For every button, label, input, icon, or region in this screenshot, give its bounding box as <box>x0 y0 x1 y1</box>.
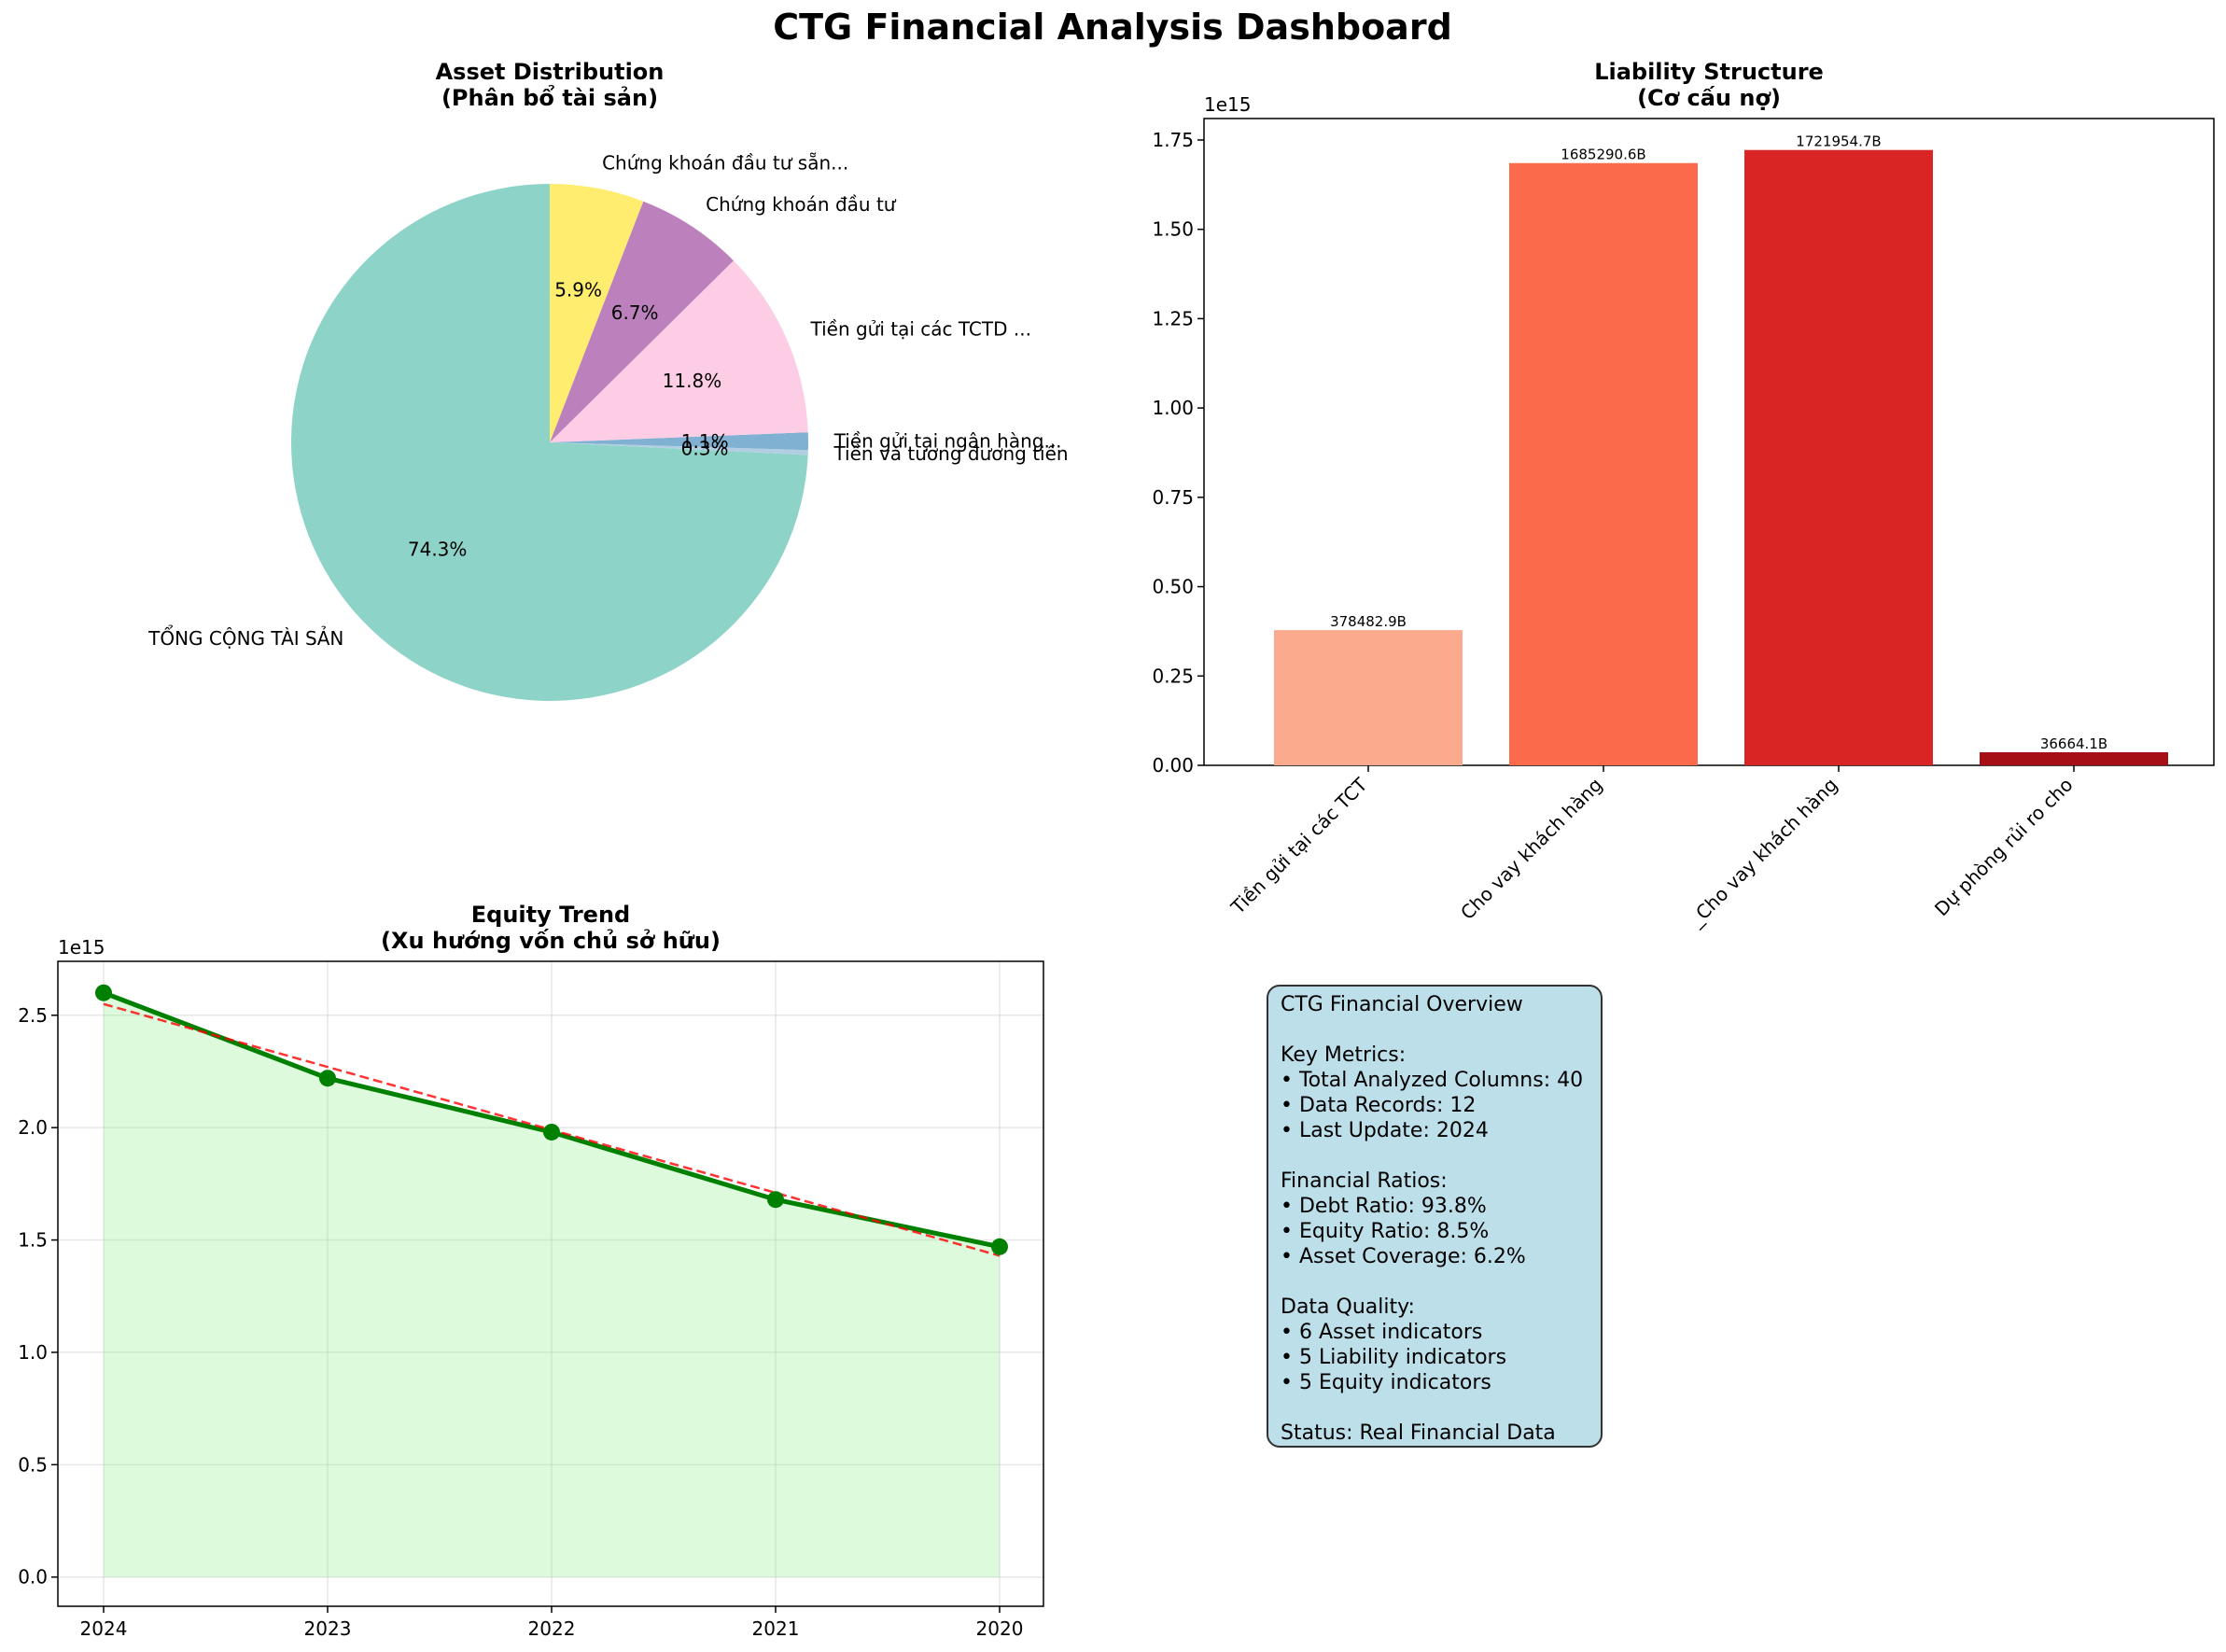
bar-value-label: 1685290.6B <box>1561 147 1645 163</box>
pie-slice <box>550 201 734 442</box>
bar-y-offset: 1e15 <box>1204 93 1251 116</box>
line-title: Equity Trend <box>471 902 630 928</box>
line-x-tick-label: 2022 <box>528 1617 576 1640</box>
line-x-tick-label: 2020 <box>976 1617 1024 1640</box>
line-y-tick-label: 0.5 <box>18 1453 48 1476</box>
equity-point <box>543 1123 560 1141</box>
bar-y-tick-label: 0.75 <box>1152 486 1194 509</box>
bar <box>1274 630 1463 765</box>
bar-y-tick-label: 1.50 <box>1152 218 1194 241</box>
line-x-tick-label: 2021 <box>752 1617 800 1640</box>
pie-title: (Phân bổ tài sản) <box>441 83 658 111</box>
line-axes-frame <box>57 960 1044 1607</box>
pie-slice-label: Chứng khoán đầu tư sẵn... <box>602 152 848 175</box>
bar-y-tick-label: 0.25 <box>1152 665 1194 687</box>
equity-line-chart: Equity Trend(Xu hướng vốn chủ sở hữu) 1e1… <box>18 902 1044 1640</box>
liability-bar-chart: Liability Structure(Cơ cấu nợ) 1e15 0.00 0.… <box>1152 59 2215 931</box>
bar-y-tick-label: 0.50 <box>1152 576 1194 598</box>
asset-pie-chart: Asset Distribution(Phân bổ tài sản) 74.3%… <box>147 59 1069 701</box>
pie-slice-label: Tiền gửi tại các TCTD ... <box>809 318 1030 341</box>
bar <box>1744 149 1933 766</box>
line-y-offset: 1e15 <box>58 936 105 959</box>
info-box <box>1267 985 1603 1448</box>
line-y-tick-label: 2.5 <box>18 1004 48 1027</box>
equity-point <box>95 984 112 1001</box>
bar <box>1509 162 1698 765</box>
pie-pct-label: 6.7% <box>611 301 659 324</box>
pie-slice-label: Tiền và tương đương tiền <box>833 442 1068 465</box>
pie-pct-label: 11.8% <box>663 370 722 392</box>
bar-title: (Cơ cấu nợ) <box>1637 85 1781 111</box>
pie-slice-label: Chứng khoán đầu tư <box>706 193 897 216</box>
info-box-text: CTG Financial Overview Key Metrics: • To… <box>1281 993 1584 1445</box>
equity-point <box>767 1191 784 1209</box>
line-x-tick-label: 2023 <box>304 1617 352 1640</box>
bar-x-tick-label: _Cho vay khách hàng <box>1684 774 1841 931</box>
bar-axes-frame <box>1203 118 2215 766</box>
bar-x-tick-label: Dự phòng rủi ro cho <box>1930 774 2078 921</box>
dashboard-title: CTG Financial Analysis Dashboard <box>773 7 1452 48</box>
line-y-tick-label: 1.0 <box>18 1341 48 1364</box>
pie-pct-label: 1.1% <box>681 430 729 453</box>
bar-x-tick-label: Cho vay khách hàng <box>1456 774 1606 924</box>
pie-pct-label: 5.9% <box>554 279 602 301</box>
pie-title: Asset Distribution <box>436 59 665 85</box>
line-y-tick-label: 2.0 <box>18 1116 48 1139</box>
bar-value-label: 36664.1B <box>2040 735 2107 752</box>
equity-point <box>991 1238 1008 1255</box>
pie-slice <box>550 260 808 442</box>
bar-x-tick-label: Tiền gửi tại các TCT <box>1226 773 1373 919</box>
line-x-tick-label: 2024 <box>80 1617 128 1640</box>
pie-pct-label: 0.3% <box>681 438 729 460</box>
pie-slice <box>550 442 808 455</box>
pie-slice <box>550 432 808 451</box>
bar-value-label: 378482.9B <box>1330 613 1407 630</box>
bar-y-tick-label: 1.00 <box>1152 397 1194 419</box>
bar-value-label: 1721954.7B <box>1796 133 1881 150</box>
line-y-tick-label: 0.0 <box>18 1566 48 1589</box>
line-y-tick-label: 1.5 <box>18 1229 48 1252</box>
equity-area-fill <box>104 992 1000 1577</box>
bar-y-tick-label: 0.00 <box>1152 754 1194 777</box>
bar <box>1980 751 2168 765</box>
pie-slice <box>550 184 644 442</box>
line-title: (Xu hướng vốn chủ sở hữu) <box>381 928 721 954</box>
pie-pct-label: 74.3% <box>408 539 468 561</box>
pie-slice-label: Tiền gửi tại ngân hàng... <box>833 430 1062 453</box>
bar-y-tick-label: 1.75 <box>1152 129 1194 151</box>
pie-slice <box>291 184 808 701</box>
pie-slice-label: TỔNG CỘNG TÀI SẢN <box>147 625 343 650</box>
bar-title: Liability Structure <box>1594 59 1824 85</box>
equity-point <box>319 1070 336 1087</box>
bar-y-tick-label: 1.25 <box>1152 307 1194 329</box>
